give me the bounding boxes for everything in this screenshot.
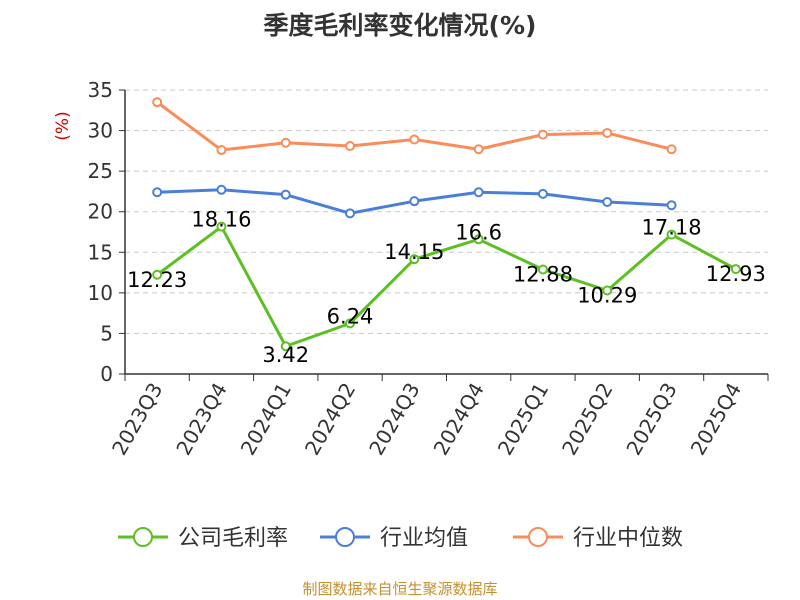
x-tick-label: 2024Q4 [429, 379, 489, 460]
x-tick-label: 2023Q3 [107, 379, 167, 460]
data-label: 3.42 [262, 343, 309, 367]
data-point [473, 187, 484, 198]
data-point [345, 318, 356, 329]
data-label: 12.88 [513, 262, 573, 286]
data-point [409, 254, 420, 265]
data-point [409, 196, 420, 207]
x-tick-label: 2025Q4 [686, 379, 746, 460]
data-point [666, 200, 677, 211]
data-point [152, 269, 163, 280]
data-point [409, 134, 420, 145]
data-label: 17.18 [641, 216, 701, 240]
series-layer [152, 97, 741, 352]
footer-source: 制图数据来自恒生聚源数据库 [302, 580, 498, 598]
legend-label: 行业中位数 [573, 526, 683, 551]
data-label: 12.23 [127, 268, 187, 292]
data-point [537, 129, 548, 140]
data-point [216, 145, 227, 156]
x-tick-label: 2025Q2 [557, 379, 617, 460]
y-tick-label: 35 [88, 78, 113, 102]
grid-layer [125, 89, 768, 334]
data-point [280, 137, 291, 148]
x-tick-label: 2025Q3 [621, 379, 681, 460]
y-tick-label: 15 [88, 240, 113, 264]
data-label: 6.24 [327, 304, 374, 328]
data-label: 14.15 [384, 240, 444, 264]
data-label: 12.93 [706, 262, 766, 286]
data-point [537, 264, 548, 275]
legend-layer: 公司毛利率 行业均值 行业中位数 [118, 526, 683, 551]
x-tick-label: 2024Q1 [236, 379, 296, 460]
data-point [152, 187, 163, 198]
data-point [602, 285, 613, 296]
x-tick-label: 2025Q1 [493, 379, 553, 460]
legend-swatch-marker [528, 527, 548, 547]
data-point [280, 341, 291, 352]
data-point [345, 208, 356, 219]
data-point [666, 229, 677, 240]
legend-label: 行业均值 [380, 526, 468, 551]
y-tick-label: 20 [88, 200, 113, 224]
data-point [730, 264, 741, 275]
data-point [537, 188, 548, 199]
data-label: 18.16 [191, 208, 251, 232]
data-point [602, 128, 613, 139]
data-point [473, 234, 484, 245]
x-tick-label: 2023Q4 [171, 379, 231, 460]
y-tick-label: 5 [100, 321, 113, 345]
data-point [152, 97, 163, 108]
legend-swatch-marker [335, 527, 355, 547]
data-point [666, 144, 677, 155]
x-tick-label: 2024Q2 [300, 379, 360, 460]
y-tick-label: 25 [88, 159, 113, 183]
series-line [156, 225, 737, 348]
y-axis-label: (%) [53, 111, 73, 140]
chart-title: 季度毛利率变化情况(%) [263, 11, 537, 40]
x-tick-label: 2024Q3 [364, 379, 424, 460]
data-point [216, 221, 227, 232]
y-tick-label: 10 [88, 281, 113, 305]
data-point [345, 140, 356, 151]
y-tick-label: 0 [100, 362, 113, 386]
data-label: 10.29 [577, 284, 637, 308]
data-point [602, 196, 613, 207]
legend-label: 公司毛利率 [178, 526, 288, 551]
data-point [216, 184, 227, 195]
y-tick-label: 30 [88, 119, 113, 143]
data-point [280, 189, 291, 200]
legend-swatch-marker [133, 527, 153, 547]
data-label: 16.6 [455, 220, 502, 244]
data-point [473, 144, 484, 155]
